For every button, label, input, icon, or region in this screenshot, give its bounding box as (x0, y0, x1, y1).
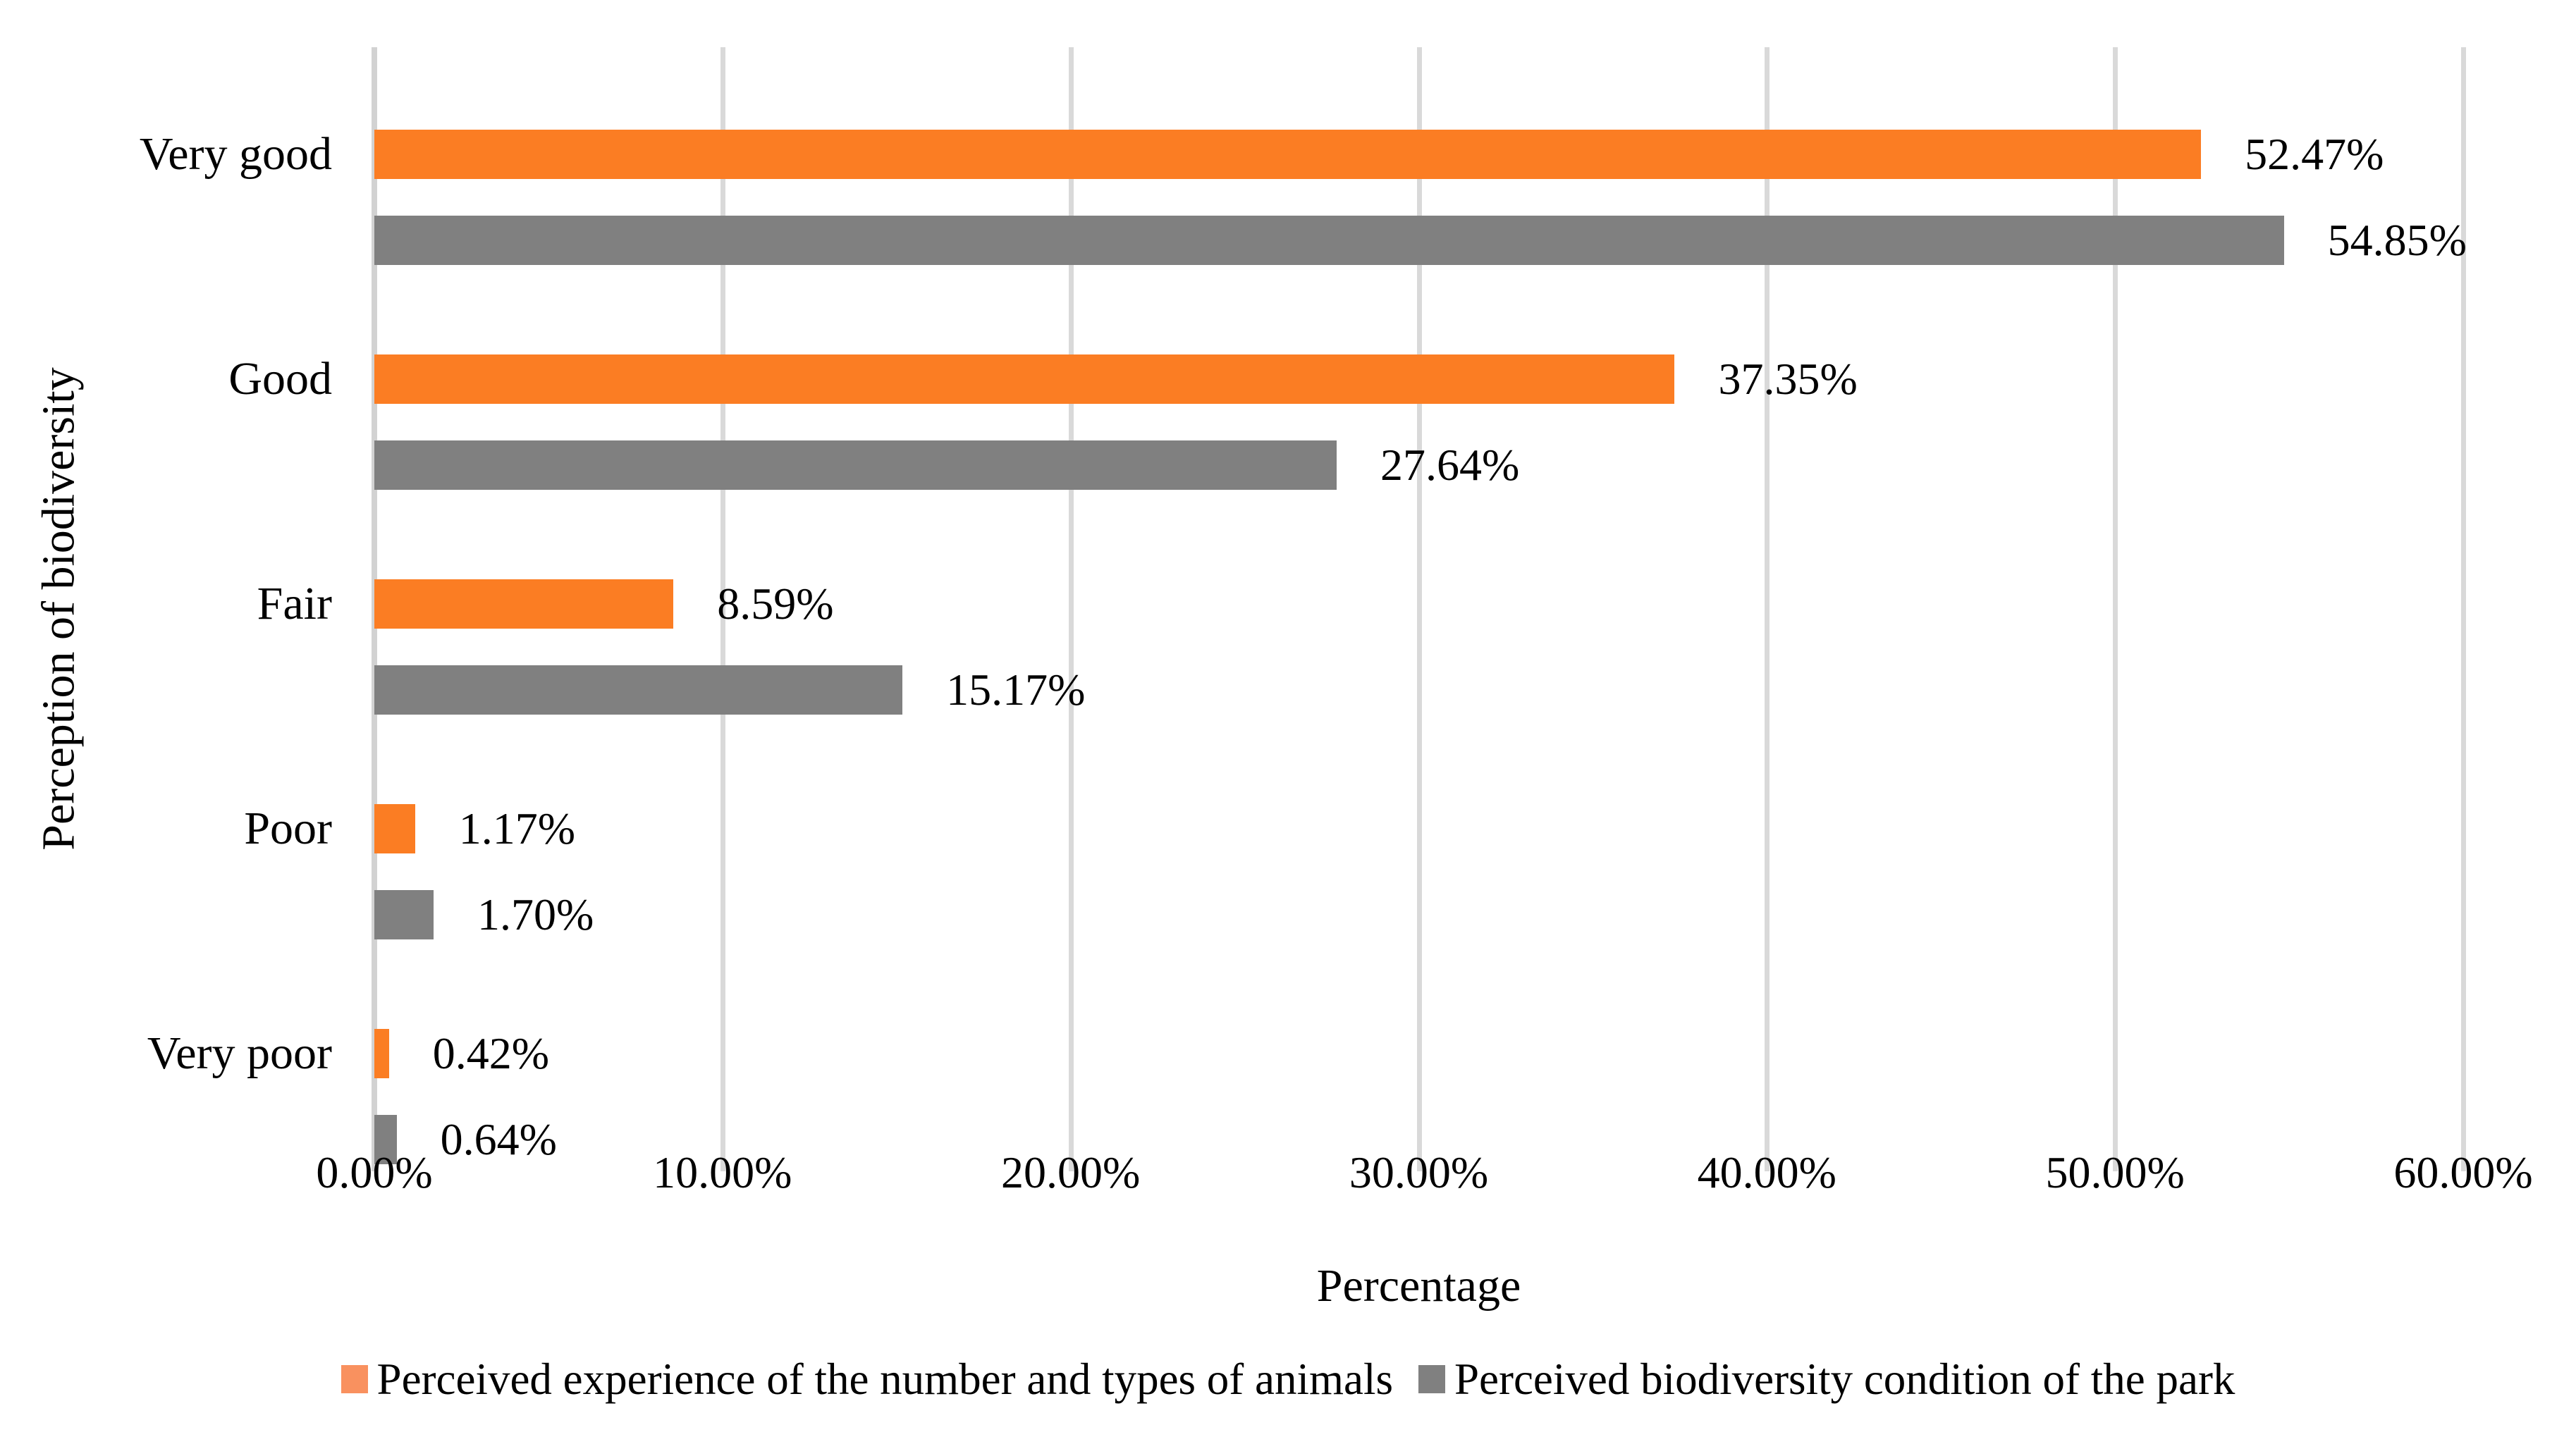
gridline-60 (2461, 47, 2466, 1171)
legend-swatch-icon (341, 1365, 368, 1393)
gridline-10 (720, 47, 725, 1171)
legend-swatch-icon (1418, 1365, 1445, 1393)
bar-good-series-2 (374, 440, 1337, 490)
data-label-very-poor-series-2: 0.64% (440, 1114, 557, 1164)
gridline-30 (1416, 47, 1422, 1171)
x-tick-label-10: 10.00% (653, 1147, 792, 1197)
x-tick-label-60: 60.00% (2393, 1147, 2533, 1197)
category-row-fair: 8.59% 15.17% (374, 497, 2463, 722)
category-label-very-good: Very good (139, 128, 332, 180)
x-tick-label-50: 50.00% (2045, 1147, 2185, 1197)
data-label-fair-series-2: 15.17% (946, 665, 1086, 715)
bar-very-poor-series-1 (374, 1029, 389, 1078)
legend-item-series-2: Perceived biodiversity condition of the … (1418, 1347, 2235, 1411)
gridline-20 (1068, 47, 1074, 1171)
x-tick-label-20: 20.00% (1001, 1147, 1141, 1197)
gridline-50 (2113, 47, 2118, 1171)
bar-poor-series-2 (374, 890, 434, 939)
x-tick-label-0: 0.00% (316, 1147, 433, 1197)
data-label-very-good-series-1: 52.47% (2245, 129, 2384, 179)
bar-very-good-series-2 (374, 216, 2284, 265)
bar-fair-series-1 (374, 579, 674, 629)
data-label-good-series-1: 37.35% (1718, 354, 1858, 404)
bar-poor-series-1 (374, 804, 415, 853)
data-label-very-good-series-2: 54.85% (2327, 215, 2467, 265)
bar-very-good-series-1 (374, 130, 2202, 179)
gridline-40 (1765, 47, 1770, 1171)
data-label-very-poor-series-1: 0.42% (432, 1028, 550, 1078)
category-row-very-good: 52.47% 54.85% (374, 47, 2467, 272)
data-label-poor-series-1: 1.17% (458, 803, 576, 853)
bar-very-poor-series-2 (374, 1115, 397, 1164)
legend-item-series-1: Perceived experience of the number and t… (341, 1347, 1393, 1411)
data-label-poor-series-2: 1.70% (477, 889, 594, 939)
x-axis-tick-labels: 0.00% 10.00% 20.00% 30.00% 40.00% 50.00% 60.00… (316, 1147, 2532, 1198)
category-axis-labels: Very good Good Fair Poor Very poor (0, 47, 332, 1171)
x-axis-title: Percentage (1316, 1260, 1521, 1312)
plot-area: 52.47% 54.85% 37.35% 27.64% 8.59% 15.17% 1.17%… (372, 47, 2467, 1171)
x-tick-label-40: 40.00% (1697, 1147, 1836, 1197)
data-label-fair-series-1: 8.59% (717, 579, 834, 629)
bar-fair-series-2 (374, 665, 903, 715)
legend-label-series-1: Perceived experience of the number and t… (376, 1355, 1393, 1404)
bar-good-series-1 (374, 354, 1675, 404)
category-row-good: 37.35% 27.64% (374, 272, 2463, 497)
category-row-poor: 1.17% 1.70% (374, 722, 2463, 946)
legend-label-series-2: Perceived biodiversity condition of the … (1454, 1355, 2235, 1404)
category-label-good: Good (228, 353, 332, 405)
category-label-fair: Fair (257, 578, 332, 629)
legend: Perceived experience of the number and t… (0, 1347, 2576, 1411)
category-row-very-poor: 0.42% 0.64% (374, 946, 2463, 1171)
data-label-good-series-2: 27.64% (1380, 440, 1520, 490)
x-tick-label-30: 30.00% (1349, 1147, 1489, 1197)
category-label-poor: Poor (244, 803, 332, 854)
category-label-very-poor: Very poor (147, 1028, 332, 1079)
